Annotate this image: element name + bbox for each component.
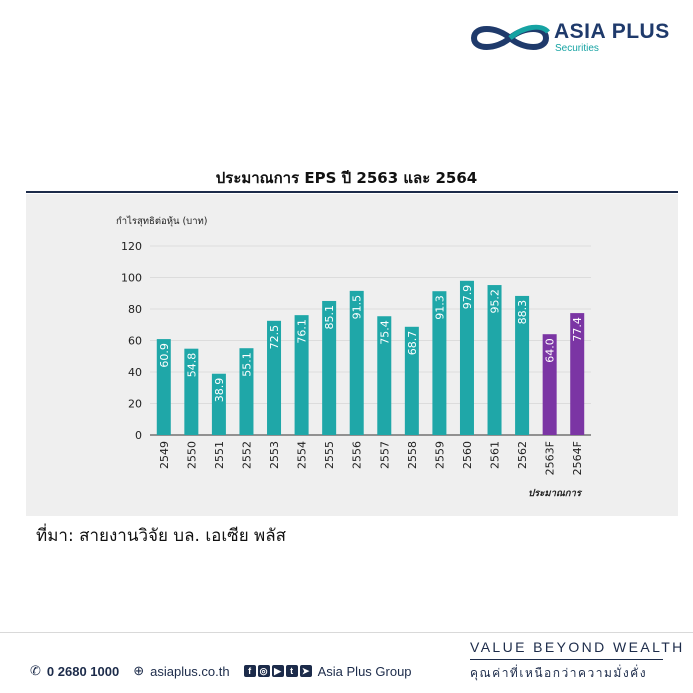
x-tick-label: 2563F xyxy=(544,441,557,475)
x-tick-label: 2562 xyxy=(516,441,529,469)
y-tick-label: 0 xyxy=(135,429,142,442)
twitter-icon[interactable]: t xyxy=(285,665,298,677)
brand-subtitle: Securities xyxy=(555,43,599,54)
bar xyxy=(184,348,199,435)
tagline: VALUE BEYOND WEALTH xyxy=(470,639,685,655)
bar xyxy=(404,326,419,435)
source-note: ที่มา: สายงานวิจัย บล. เอเซีย พลัส xyxy=(36,526,287,546)
x-tick-label: 2557 xyxy=(378,441,391,469)
x-tick-label: 2564F xyxy=(571,441,584,475)
x-tick-label: 2555 xyxy=(323,441,336,469)
bar-value-label: 77.4 xyxy=(571,317,584,342)
instagram-icon[interactable]: ◎ xyxy=(257,665,270,677)
bar-value-label: 88.3 xyxy=(516,300,529,325)
bar-value-label: 68.7 xyxy=(406,331,419,356)
bar-value-label: 76.1 xyxy=(296,319,309,344)
y-tick-label: 100 xyxy=(121,272,142,285)
x-tick-label: 2560 xyxy=(461,441,474,469)
title-divider xyxy=(26,191,678,193)
globe-icon: ⊕ xyxy=(133,663,145,678)
bar-value-label: 55.1 xyxy=(240,352,253,377)
footer-divider xyxy=(0,632,693,633)
x-tick-label: 2552 xyxy=(240,441,253,469)
bar xyxy=(459,280,474,435)
bar-value-label: 85.1 xyxy=(323,305,336,330)
y-tick-label: 120 xyxy=(121,240,142,253)
chart-panel: 0 20 40 60 80 100 120 กำไรสุทธิต่อหุ้น (บาท) 60.… xyxy=(26,194,678,516)
x-axis-label: ประมาณการ xyxy=(528,488,583,499)
bar xyxy=(211,373,226,435)
social-icons: f ◎ ▶ t ➤ xyxy=(243,665,312,677)
brand-name: ASIA PLUS xyxy=(554,20,670,43)
bar xyxy=(432,291,447,435)
x-tick-label: 2549 xyxy=(158,441,171,469)
x-tick-label: 2553 xyxy=(268,441,281,469)
bar-value-label: 72.5 xyxy=(268,325,281,350)
x-tick-label: 2556 xyxy=(351,441,364,469)
x-tick-label: 2561 xyxy=(489,441,502,469)
footer-contact: ✆ 0 2680 1000 ⊕ asiaplus.co.th f ◎ ▶ t ➤… xyxy=(30,663,412,679)
bar xyxy=(156,339,171,435)
facebook-icon[interactable]: f xyxy=(243,665,256,677)
bar-value-label: 91.5 xyxy=(351,295,364,320)
bar-value-label: 64.0 xyxy=(544,338,557,363)
bar xyxy=(487,285,502,435)
youtube-icon[interactable]: ▶ xyxy=(271,665,284,677)
eps-bar-chart: 0 20 40 60 80 100 120 กำไรสุทธิต่อหุ้น (บาท) 60.… xyxy=(116,215,591,499)
footer-phone[interactable]: 0 2680 1000 xyxy=(46,663,120,679)
bar-value-label: 38.9 xyxy=(213,378,226,403)
x-tick-label: 2550 xyxy=(185,441,198,469)
x-tick-label: 2551 xyxy=(213,441,226,469)
asia-plus-logo: ASIA PLUS Securities xyxy=(468,18,673,58)
footer-group: Asia Plus Group xyxy=(317,663,412,679)
y-tick-label: 60 xyxy=(128,335,142,348)
bar xyxy=(377,316,392,435)
bar xyxy=(349,290,364,435)
infinity-logo-icon xyxy=(470,24,550,50)
footer-website[interactable]: asiaplus.co.th xyxy=(150,663,230,679)
bar xyxy=(542,334,557,435)
y-tick-label: 20 xyxy=(128,398,142,411)
x-tick-label: 2554 xyxy=(296,441,309,469)
bar-value-label: 75.4 xyxy=(378,320,391,345)
x-tick-label: 2559 xyxy=(433,441,446,469)
chart-title: ประมาณการ EPS ปี 2563 และ 2564 xyxy=(215,169,478,187)
phone-icon: ✆ xyxy=(30,663,41,678)
bar-value-label: 54.8 xyxy=(185,353,198,378)
y-tick-label: 80 xyxy=(128,303,142,316)
tagline-thai: คุณค่าที่เหนือกว่าความมั่งคั่ง xyxy=(470,666,648,680)
x-tick-label: 2558 xyxy=(406,441,419,469)
bar xyxy=(294,315,309,435)
bar-value-label: 95.2 xyxy=(489,289,502,314)
bar xyxy=(515,295,530,435)
bar xyxy=(322,300,337,435)
bar-value-label: 60.9 xyxy=(158,343,171,368)
y-axis-label: กำไรสุทธิต่อหุ้น (บาท) xyxy=(116,215,208,227)
bar-value-label: 97.9 xyxy=(461,285,474,310)
bar xyxy=(239,348,254,435)
y-tick-label: 40 xyxy=(128,366,142,379)
bar xyxy=(570,313,585,435)
bar xyxy=(267,320,282,435)
tagline-divider xyxy=(470,659,663,660)
telegram-icon[interactable]: ➤ xyxy=(299,665,312,677)
bar-value-label: 91.3 xyxy=(433,295,446,320)
